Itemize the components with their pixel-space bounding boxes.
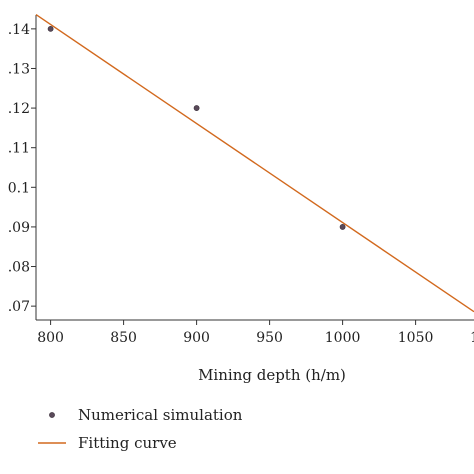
y-tick-label: .09 <box>8 220 30 236</box>
y-tick-label: .14 <box>8 22 30 38</box>
legend: Numerical simulation Fitting curve <box>38 406 243 452</box>
data-point <box>339 224 346 230</box>
y-tick-label: .07 <box>8 299 30 315</box>
y-tick-label: 0.1 <box>8 180 30 196</box>
fitting-curve-line <box>35 14 474 313</box>
x-tick-label: 1050 <box>398 330 434 346</box>
series-layer <box>35 14 474 313</box>
y-tick-label: .13 <box>8 61 30 77</box>
y-axis-ticks: .07 .08 .09 0.1 .11 .12 .13 .14 <box>8 22 36 315</box>
data-point <box>193 105 200 111</box>
x-axis-ticks: 800 850 900 950 1000 1050 1 <box>37 320 474 346</box>
x-tick-label: 850 <box>110 330 137 346</box>
y-tick-label: .12 <box>8 101 30 117</box>
legend-label-numerical-simulation: Numerical simulation <box>78 406 243 424</box>
plot-frame <box>35 15 474 321</box>
x-tick-label: 900 <box>183 330 210 346</box>
data-point <box>47 25 54 32</box>
y-tick-label: .11 <box>8 141 30 157</box>
x-tick-label: 1000 <box>325 330 361 346</box>
x-tick-label-cut: 1 <box>470 330 474 346</box>
x-tick-label: 800 <box>37 330 64 346</box>
legend-label-fitting-curve: Fitting curve <box>78 434 177 452</box>
x-tick-label: 950 <box>256 330 283 346</box>
legend-marker-numerical-simulation <box>49 412 55 418</box>
y-tick-label: .08 <box>8 260 30 276</box>
x-axis-title: Mining depth (h/m) <box>198 366 346 384</box>
